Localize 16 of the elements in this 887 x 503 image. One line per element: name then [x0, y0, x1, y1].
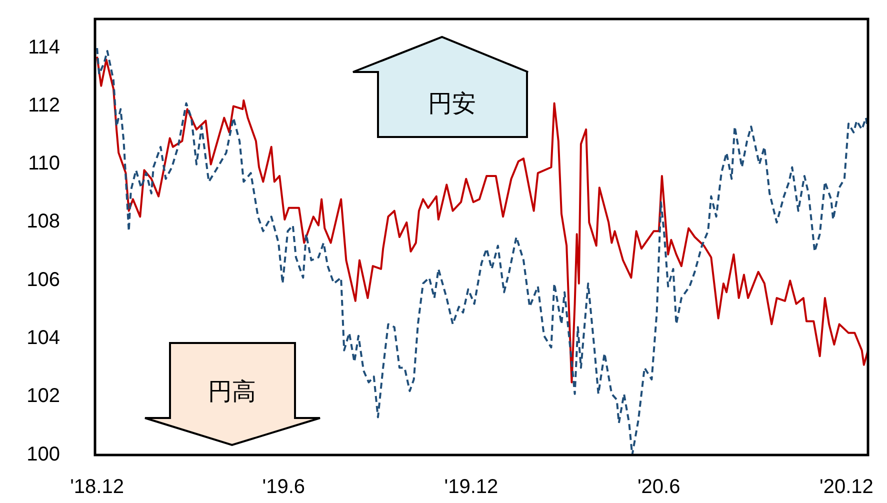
y-tick-label: 104 — [26, 327, 60, 350]
line-series — [96, 47, 869, 456]
x-tick-label: '20.6 — [637, 476, 680, 498]
y-tick-label: 108 — [26, 210, 60, 233]
y-tick-label: 114 — [28, 36, 60, 58]
x-tick-label: '18.12 — [70, 476, 124, 498]
x-tick-label: '20.12 — [820, 476, 874, 498]
annotation: 円安 — [428, 90, 476, 118]
y-tick-label: 100 — [26, 443, 60, 466]
x-tick-label: '19.6 — [262, 476, 306, 498]
y-tick-label: 106 — [26, 268, 60, 291]
annotation: 円高 — [208, 378, 256, 406]
y-tick-label: 102 — [26, 385, 60, 408]
x-tick-label: '19.12 — [444, 476, 498, 498]
y-tick-label: 112 — [28, 94, 60, 116]
y-tick-label: 110 — [28, 152, 60, 175]
